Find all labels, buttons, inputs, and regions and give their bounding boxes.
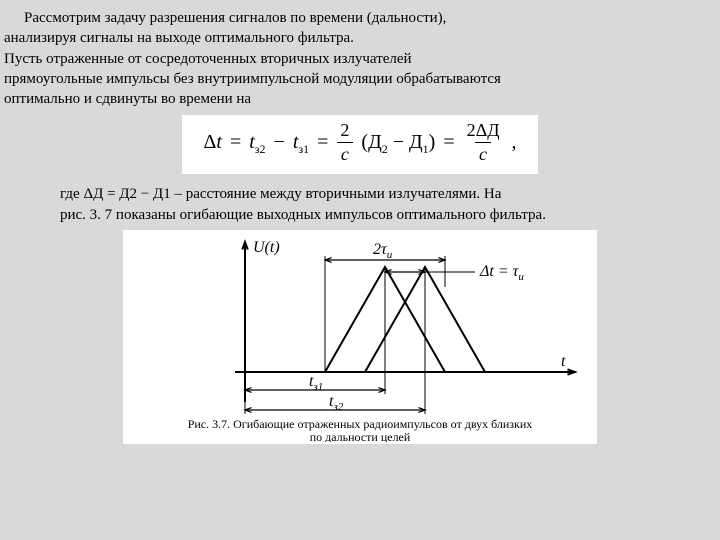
figure-svg: U(t)t2τиΔt = τиtз1tз2Рис. 3.7. Огибающие… (125, 232, 595, 442)
f-tz1s: з1 (298, 142, 309, 156)
svg-text:2τи: 2τи (373, 241, 393, 261)
figure-container: U(t)t2τиΔt = τиtз1tз2Рис. 3.7. Огибающие… (0, 230, 720, 449)
intro-line-1: Рассмотрим задачу разрешения сигналов по… (0, 8, 720, 28)
svg-text:U(t): U(t) (253, 239, 280, 256)
svg-text:t: t (561, 353, 566, 370)
f-frac1: 2 c (336, 121, 353, 164)
formula-container: Δt = tз2 − tз1 = 2 c (Д2 − Д1) = 2ΔД c , (0, 115, 720, 174)
f-d1: c (341, 144, 349, 164)
f-comma: , (511, 131, 516, 154)
intro-paragraph: Рассмотрим задачу разрешения сигналов по… (0, 0, 720, 109)
intro-line-3: Пусть отраженные от сосредоточенных втор… (0, 49, 720, 69)
p2-line-1: где ΔД = Д2 − Д1 – расстояние между втор… (60, 184, 660, 205)
f-min2: − (393, 131, 404, 153)
f-eq3: = (443, 131, 454, 154)
intro-line-2: анализируя сигналы на выходе оптимальног… (0, 28, 720, 48)
p2-line-2: рис. 3. 7 показаны огибающие выходных им… (60, 205, 660, 226)
f-tz2s: з2 (255, 142, 266, 156)
f-frac2: 2ΔД c (463, 121, 504, 164)
formula: Δt = tз2 − tз1 = 2 c (Д2 − Д1) = 2ΔД c , (182, 115, 539, 174)
f-min1: − (274, 131, 285, 154)
svg-text:Δt = τи: Δt = τи (479, 263, 524, 283)
f-lp: (Д (361, 131, 381, 153)
f-rp: ) (429, 131, 436, 153)
f-n1: 2 (336, 121, 353, 142)
f-n2: 2ΔД (463, 121, 504, 142)
f-d2: c (479, 144, 487, 164)
f-t: t (216, 131, 222, 153)
f-eq2: = (317, 131, 328, 154)
f-eq1: = (230, 131, 241, 154)
f-d2s: 2 (382, 142, 388, 156)
figure: U(t)t2τиΔt = τиtз1tз2Рис. 3.7. Огибающие… (123, 230, 597, 444)
explain-paragraph: где ΔД = Д2 − Д1 – расстояние между втор… (0, 178, 720, 230)
f-delta: Δ (204, 131, 217, 153)
svg-text:Рис. 3.7. Огибающие отраженных: Рис. 3.7. Огибающие отраженных радиоимпу… (188, 417, 533, 442)
f-D1: Д (409, 131, 423, 153)
intro-line-4: прямоугольные импульсы без внутриимпульс… (0, 69, 720, 89)
intro-line-5: оптимально и сдвинуты во времени на (0, 89, 720, 109)
